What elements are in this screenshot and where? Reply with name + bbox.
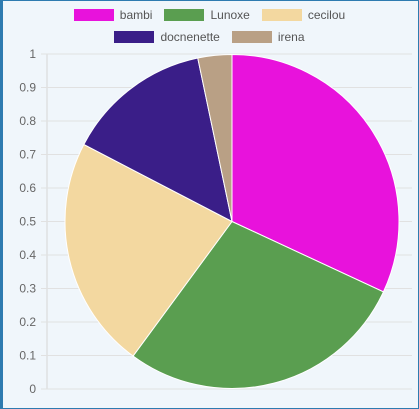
y-tick-label: 0.1 bbox=[19, 349, 36, 363]
legend-label-bambi: bambi bbox=[119, 8, 153, 22]
y-tick-label: 0.6 bbox=[19, 181, 36, 195]
legend-row-2: docnenette irena bbox=[0, 30, 419, 44]
y-tick-label: 0.9 bbox=[19, 81, 36, 95]
y-axis-ticks: 0 0.1 0.2 0.3 0.4 0.5 0.6 0.7 0.8 0.9 1 bbox=[19, 47, 36, 396]
legend-swatch-cecilou bbox=[261, 9, 302, 21]
pie-slice-irena[interactable] bbox=[197, 53, 233, 222]
legend-item-irena[interactable]: irena bbox=[231, 30, 305, 44]
legend-item-bambi[interactable]: bambi bbox=[73, 8, 153, 22]
legend-swatch-lunoxe bbox=[164, 9, 205, 21]
y-tick-label: 0.2 bbox=[19, 315, 36, 329]
legend-item-cecilou[interactable]: cecilou bbox=[261, 8, 346, 22]
pie-slice-bambi[interactable] bbox=[231, 53, 400, 293]
legend-item-lunoxe[interactable]: Lunoxe bbox=[164, 8, 250, 22]
legend-swatch-docnenette bbox=[114, 31, 155, 43]
legend-swatch-bambi bbox=[73, 9, 114, 21]
pie-slice-lunoxe[interactable] bbox=[132, 220, 385, 389]
y-tick-label: 0.3 bbox=[19, 282, 36, 296]
legend-label-cecilou: cecilou bbox=[307, 8, 346, 22]
y-tick-label: 0.5 bbox=[19, 215, 36, 229]
legend-swatch-irena bbox=[231, 31, 272, 43]
pie-slices bbox=[64, 53, 400, 389]
pie-slice-cecilou[interactable] bbox=[64, 143, 233, 357]
legend-row-1: bambi Lunoxe cecilou bbox=[0, 8, 419, 22]
pie-slice-docnenette[interactable] bbox=[83, 57, 233, 223]
legend-label-lunoxe: Lunoxe bbox=[210, 8, 250, 22]
legend-label-docnenette: docnenette bbox=[160, 30, 220, 44]
y-tick-label: 0 bbox=[29, 382, 36, 396]
y-tick-label: 0.8 bbox=[19, 114, 36, 128]
y-tick-label: 1 bbox=[29, 47, 36, 61]
legend-item-docnenette[interactable]: docnenette bbox=[114, 30, 220, 44]
y-tick-label: 0.4 bbox=[19, 248, 36, 262]
y-tick-label: 0.7 bbox=[19, 148, 36, 162]
legend-label-irena: irena bbox=[277, 30, 305, 44]
